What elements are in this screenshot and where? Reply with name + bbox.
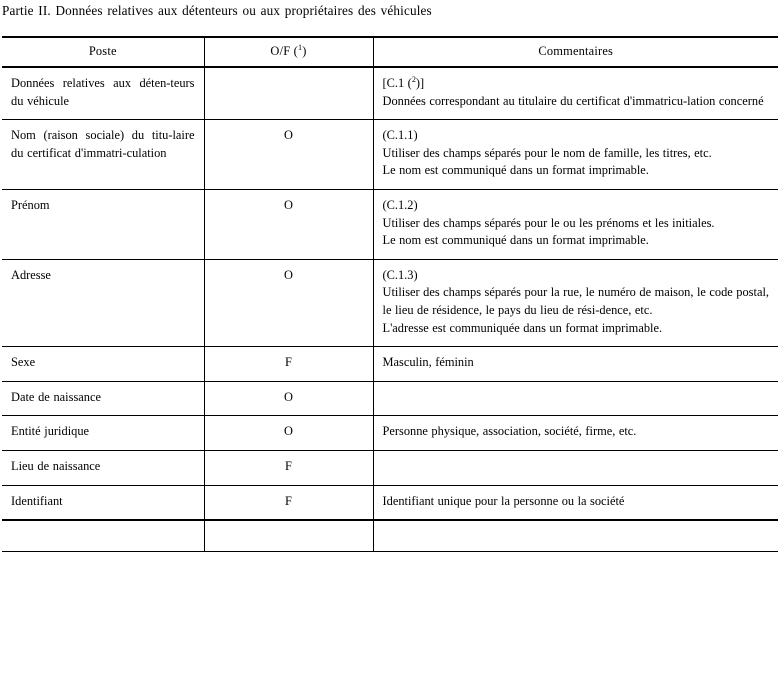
table-row: Sexe F Masculin, féminin — [2, 346, 778, 382]
cell-commentaires: Identifiant unique pour la personne ou l… — [373, 485, 778, 522]
table-header-row: Poste O/F (1) Commentaires — [2, 36, 778, 68]
cell-partial — [2, 520, 204, 553]
table-row-partial — [2, 520, 778, 553]
comment-line: Masculin, féminin — [382, 355, 474, 370]
comment-line: Utiliser des champs séparés pour la rue,… — [382, 285, 770, 317]
cell-commentaires: (C.1.2) Utiliser des champs séparés pour … — [373, 189, 778, 260]
cell-poste: Prénom — [2, 189, 204, 260]
cell-of: F — [203, 450, 374, 486]
cell-poste: Lieu de naissance — [2, 450, 204, 486]
table-row: Prénom O (C.1.2) Utiliser des champs séparé… — [2, 189, 778, 260]
comment-line: Le nom est communiqué dans un format imp… — [382, 163, 649, 178]
column-header-of: O/F (1) — [203, 36, 374, 68]
cell-commentaires: (C.1.3) Utiliser des champs séparés pour … — [373, 259, 778, 348]
column-header-of-text: O/F ( — [270, 44, 298, 58]
comment-code: (C.1.3) — [382, 267, 418, 282]
table-row: Données relatives aux déten-teurs du véh… — [2, 67, 778, 121]
cell-poste: Date de naissance — [2, 381, 204, 417]
cell-commentaires — [373, 450, 778, 486]
cell-commentaires: Masculin, féminin — [373, 346, 778, 382]
comment-empty — [383, 458, 770, 476]
table-row: Lieu de naissance F — [2, 450, 778, 486]
table-header: Poste O/F (1) Commentaires — [2, 36, 778, 68]
cell-of: O — [203, 259, 374, 348]
cell-partial — [203, 520, 374, 553]
comment-code: [C.1 (2)] — [382, 74, 425, 90]
column-header-poste: Poste — [2, 36, 204, 68]
footnote-marker-1: 1 — [297, 42, 303, 52]
cell-poste: Nom (raison sociale) du titu-laire du ce… — [2, 119, 204, 190]
column-header-commentaires: Commentaires — [373, 36, 778, 68]
cell-commentaires: [C.1 (2)] Données correspondant au titula… — [373, 67, 778, 121]
cell-poste: Données relatives aux déten-teurs du véh… — [2, 67, 204, 121]
table-row: Nom (raison sociale) du titu-laire du ce… — [2, 119, 778, 190]
comment-line: Données correspondant au titulaire du ce… — [382, 93, 764, 108]
comment-code: (C.1.1) — [382, 128, 418, 143]
cell-poste: Entité juridique — [2, 415, 204, 451]
comment-line: Le nom est communiqué dans un format imp… — [382, 233, 649, 248]
table-row: Adresse O (C.1.3) Utiliser des champs sépar… — [2, 259, 778, 348]
cell-of: F — [203, 485, 374, 522]
footnote-marker-2: 2 — [411, 74, 416, 84]
cell-commentaires — [373, 381, 778, 417]
cell-of: O — [203, 415, 374, 451]
table-row: Entité juridique O Personne physique, asso… — [2, 415, 778, 451]
data-table-wrapper: Poste O/F (1) Commentaires Données relat… — [2, 36, 778, 553]
cell-of: F — [203, 346, 374, 382]
cell-commentaires: Personne physique, association, société,… — [373, 415, 778, 451]
cell-commentaires: (C.1.1) Utiliser des champs séparés pour … — [373, 119, 778, 190]
vehicle-holder-data-table: Poste O/F (1) Commentaires Données relat… — [2, 36, 778, 553]
page-title: Partie II. Données relatives aux détente… — [2, 3, 432, 18]
comment-line: Utiliser des champs séparés pour le ou l… — [382, 215, 715, 230]
cell-of — [203, 67, 374, 121]
table-body: Données relatives aux déten-teurs du véh… — [2, 67, 778, 553]
cell-poste: Adresse — [2, 259, 204, 348]
comment-code: (C.1.2) — [382, 197, 418, 212]
comment-line: Personne physique, association, société,… — [382, 424, 637, 439]
cell-poste: Sexe — [2, 346, 204, 382]
cell-of: O — [203, 381, 374, 417]
cell-of: O — [203, 189, 374, 260]
comment-line: Identifiant unique pour la personne ou l… — [382, 493, 625, 508]
table-row: Identifiant F Identifiant unique pour la p… — [2, 485, 778, 522]
comment-line: L'adresse est communiquée dans un format… — [382, 320, 663, 335]
column-header-of-suffix: ) — [302, 44, 307, 58]
cell-partial — [373, 520, 778, 553]
comment-line: Utiliser des champs séparés pour le nom … — [382, 145, 712, 160]
comment-empty — [383, 389, 770, 407]
table-row: Date de naissance O — [2, 381, 778, 417]
cell-of: O — [203, 119, 374, 190]
cell-poste: Identifiant — [2, 485, 204, 522]
